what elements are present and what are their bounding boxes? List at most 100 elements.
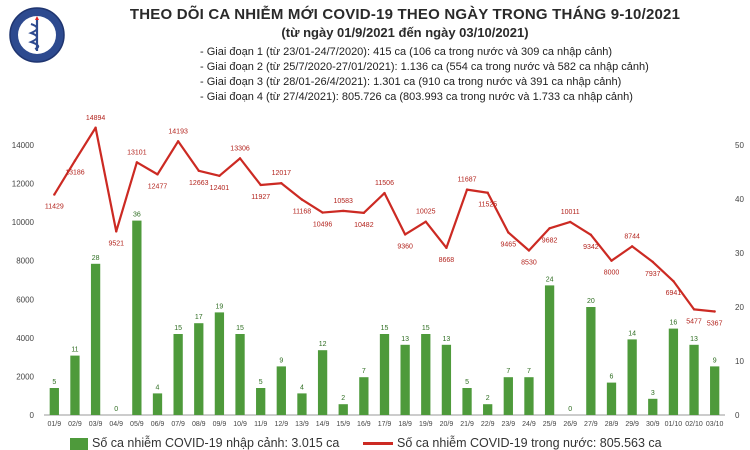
line-point [424,220,427,223]
legend-domestic-label: Số ca nhiễm COVID-19 trong nước: 805.563… [397,436,662,450]
bar [214,312,225,415]
bar-value-label: 13 [401,336,409,343]
line-point [218,174,221,178]
bar-value-label: 24 [546,276,554,283]
x-axis-tick-label: 28/9 [605,421,619,428]
phase-2-text: - Giai đoạn 2 (từ 25/7/2020-27/01/2021):… [200,61,649,73]
x-axis-tick-label: 02/10 [685,421,703,428]
x-axis-tick-label: 15/9 [336,421,350,428]
left-axis-tick-label: 6000 [16,295,34,304]
bar-value-label: 2 [486,395,490,402]
bar [524,377,534,415]
legend-imported-label: Số ca nhiễm COVID-19 nhập cảnh: 3.015 ca [92,436,340,450]
x-axis-tick-label: 06/9 [151,421,165,428]
phase-1-text: - Giai đoạn 1 (từ 23/01-24/7/2020): 415 … [200,46,613,58]
right-axis-tick-label: 20 [735,303,744,312]
line-value-label: 11927 [251,194,270,201]
bar-value-label: 28 [92,255,100,262]
right-axis-tick-label: 30 [735,249,744,258]
x-axis-tick-label: 29/9 [625,421,639,428]
x-axis-tick-label: 14/9 [316,421,330,428]
line-point [362,211,366,215]
line-value-label: 10583 [333,198,353,205]
line-point [507,231,510,234]
line-point [135,161,139,164]
bar [627,339,637,415]
line-point [238,157,242,160]
phase-3-text: - Giai đoạn 3 (từ 28/01-26/4/2021): 1.30… [200,76,622,88]
bar [256,388,266,415]
line-value-label: 12477 [148,183,168,190]
line-point [342,209,345,213]
bar-value-label: 7 [527,368,531,375]
bar [49,388,59,415]
line-value-label: 13186 [65,170,85,177]
phase-4-text: - Giai đoạn 4 (từ 27/4/2021): 805.726 ca… [200,91,633,103]
bar-value-label: 3 [651,390,655,397]
line-value-label: 11506 [375,180,394,187]
line-value-label: 12401 [210,185,230,192]
bar [70,355,80,415]
bar [338,404,348,415]
bar-value-label: 0 [568,406,572,413]
line-value-label: 8668 [439,257,455,264]
line-value-label: 9342 [583,244,599,251]
bar-value-label: 11 [71,347,78,354]
bar-value-label: 15 [381,325,389,332]
bar [297,393,307,415]
line-point [465,188,469,191]
line-point [156,173,159,176]
x-axis-tick-label: 03/10 [706,421,724,428]
x-axis-tick-label: 17/9 [378,421,392,428]
x-axis-tick-label: 01/10 [665,421,683,428]
line-value-label: 11168 [293,209,312,216]
legend-domestic: Số ca nhiễm COVID-19 trong nước: 805.563… [363,436,662,450]
line-point [383,191,386,195]
line-value-label: 10496 [313,222,333,229]
x-axis-tick-label: 02/9 [68,421,82,428]
x-axis-tick-label: 12/9 [275,421,289,428]
x-axis-tick-label: 08/9 [192,421,206,428]
x-axis-tick-label: 20/9 [440,421,454,428]
line-point [713,310,716,313]
bar [544,285,555,415]
line-value-label: 11525 [478,202,497,209]
line-point [94,126,97,129]
bar [503,377,513,415]
bar-value-label: 7 [506,368,510,375]
x-axis-tick-label: 03/9 [89,421,103,428]
line-value-label: 10025 [416,209,436,216]
bar [710,366,720,415]
legend-bar-swatch [70,437,88,450]
bar [462,388,472,415]
ministry-of-health-logo [9,7,65,63]
bar-value-label: 7 [362,368,366,375]
bar [483,404,493,415]
line-value-label: 5367 [707,320,723,327]
bar-value-label: 15 [422,325,430,332]
line-point [486,191,489,194]
bar [235,334,245,415]
bar [359,377,369,415]
domestic-cases-line [53,126,715,313]
line-point [651,260,654,264]
x-axis-tick-label: 10/9 [233,421,247,428]
bar [194,323,204,415]
bar-value-label: 36 [133,212,141,219]
x-axis-tick-label: 01/9 [48,421,62,428]
line-value-label: 12663 [189,180,209,187]
right-axis-tick-label: 10 [735,357,744,366]
x-axis-tick-label: 22/9 [481,421,495,428]
bar [441,344,452,415]
line-point [176,140,180,143]
bar [668,328,679,415]
line-value-label: 13101 [127,149,147,156]
line-value-label: 9465 [501,241,517,248]
x-axis-tick-label: 30/9 [646,421,660,428]
bar [317,350,328,415]
line-value-label: 9682 [542,237,558,244]
bar [606,382,617,415]
line-value-label: 14193 [168,128,188,135]
line-value-label: 9521 [108,240,124,247]
line-point [569,220,572,224]
